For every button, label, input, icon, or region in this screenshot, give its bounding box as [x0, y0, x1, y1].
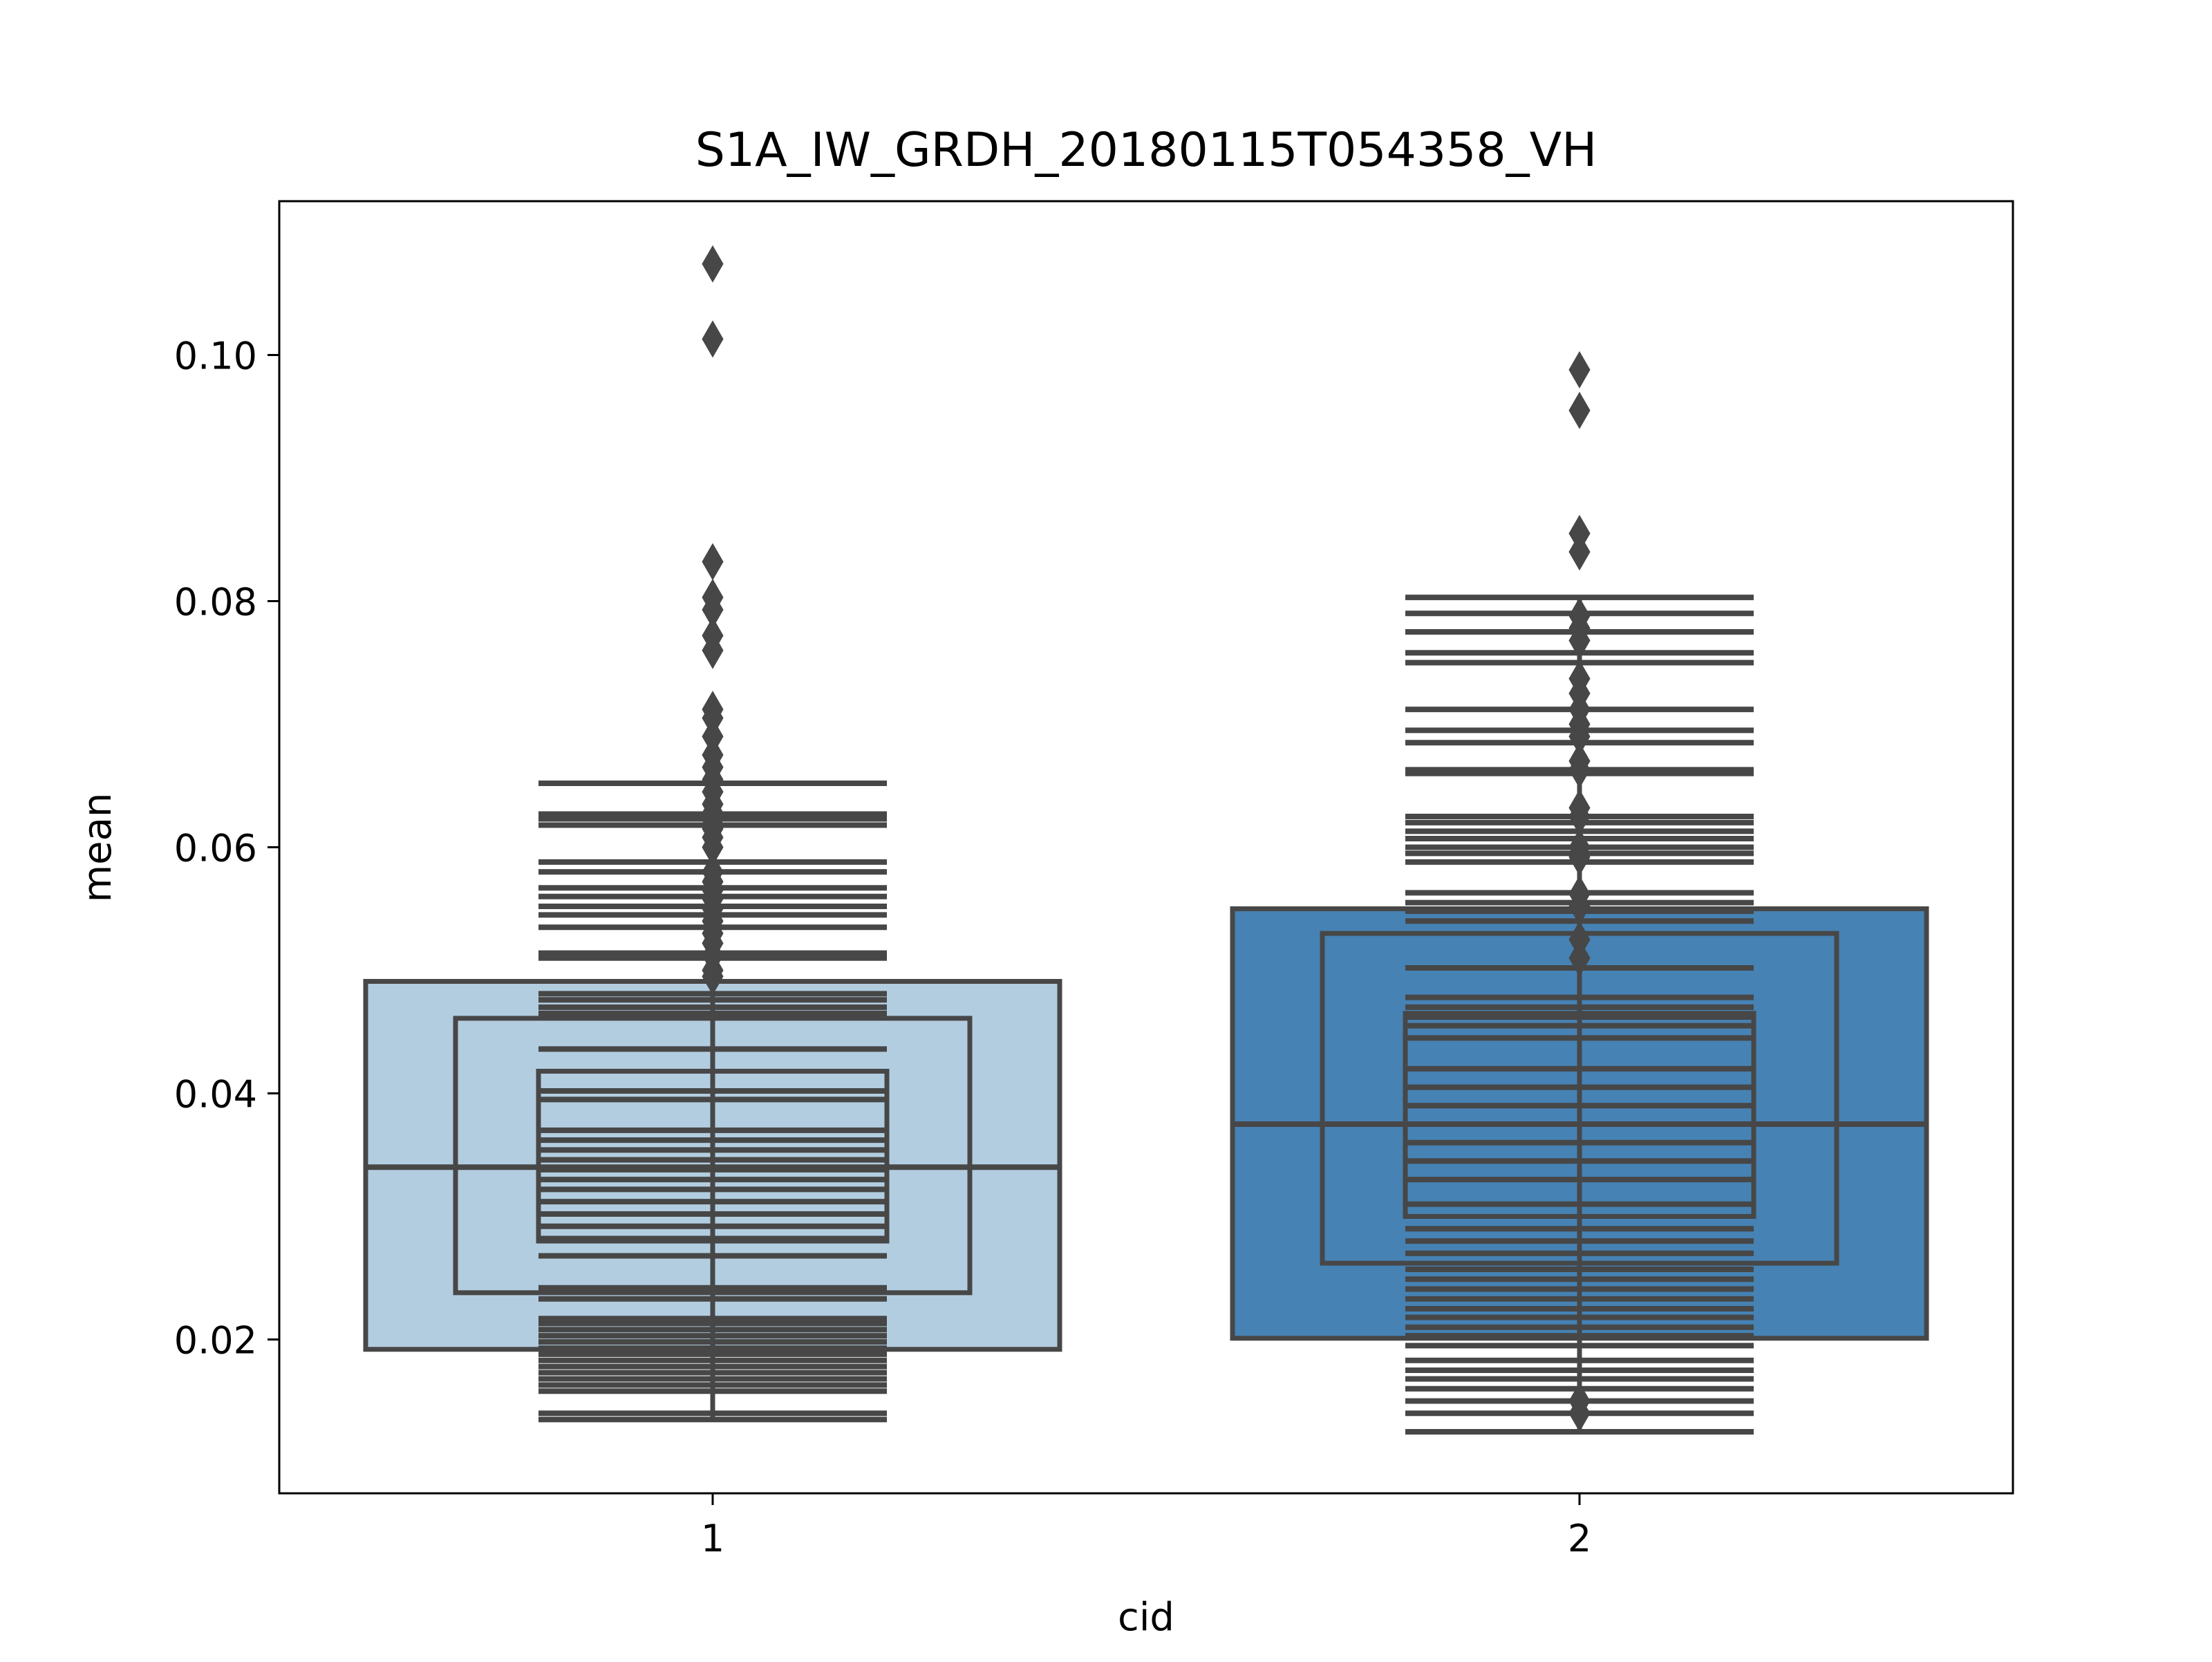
- outlier-point: [1568, 391, 1591, 429]
- outlier-point: [1568, 1394, 1591, 1432]
- y-tick-label: 0.10: [174, 335, 257, 378]
- outlier-point: [1568, 533, 1591, 571]
- chart-title: S1A_IW_GRDH_20180115T054358_VH: [695, 123, 1597, 178]
- outlier-point: [1568, 622, 1591, 660]
- outlier-point: [1568, 751, 1591, 789]
- y-tick-label: 0.04: [174, 1073, 257, 1117]
- series-group-2: [1230, 351, 1929, 1435]
- y-tick-label: 0.02: [174, 1319, 257, 1363]
- outlier-point: [1568, 838, 1591, 876]
- y-tick-label: 0.06: [174, 827, 257, 870]
- series-group-1: [363, 245, 1062, 1423]
- outlier-point: [1568, 351, 1591, 389]
- y-axis: 0.02 0.04 0.06 0.08 0.10: [174, 335, 279, 1363]
- y-tick-label: 0.08: [174, 581, 257, 624]
- x-tick-label: 1: [701, 1517, 724, 1560]
- outlier-point: [702, 631, 724, 669]
- y-axis-label: mean: [75, 793, 120, 903]
- outlier-point: [702, 320, 724, 358]
- outlier-point: [702, 958, 724, 996]
- plot-content: [363, 245, 1929, 1435]
- x-axis-label: cid: [1118, 1595, 1174, 1640]
- x-tick-label: 2: [1568, 1517, 1591, 1560]
- outlier-point: [702, 245, 724, 283]
- outlier-point: [1568, 939, 1591, 977]
- outlier-point: [702, 543, 724, 581]
